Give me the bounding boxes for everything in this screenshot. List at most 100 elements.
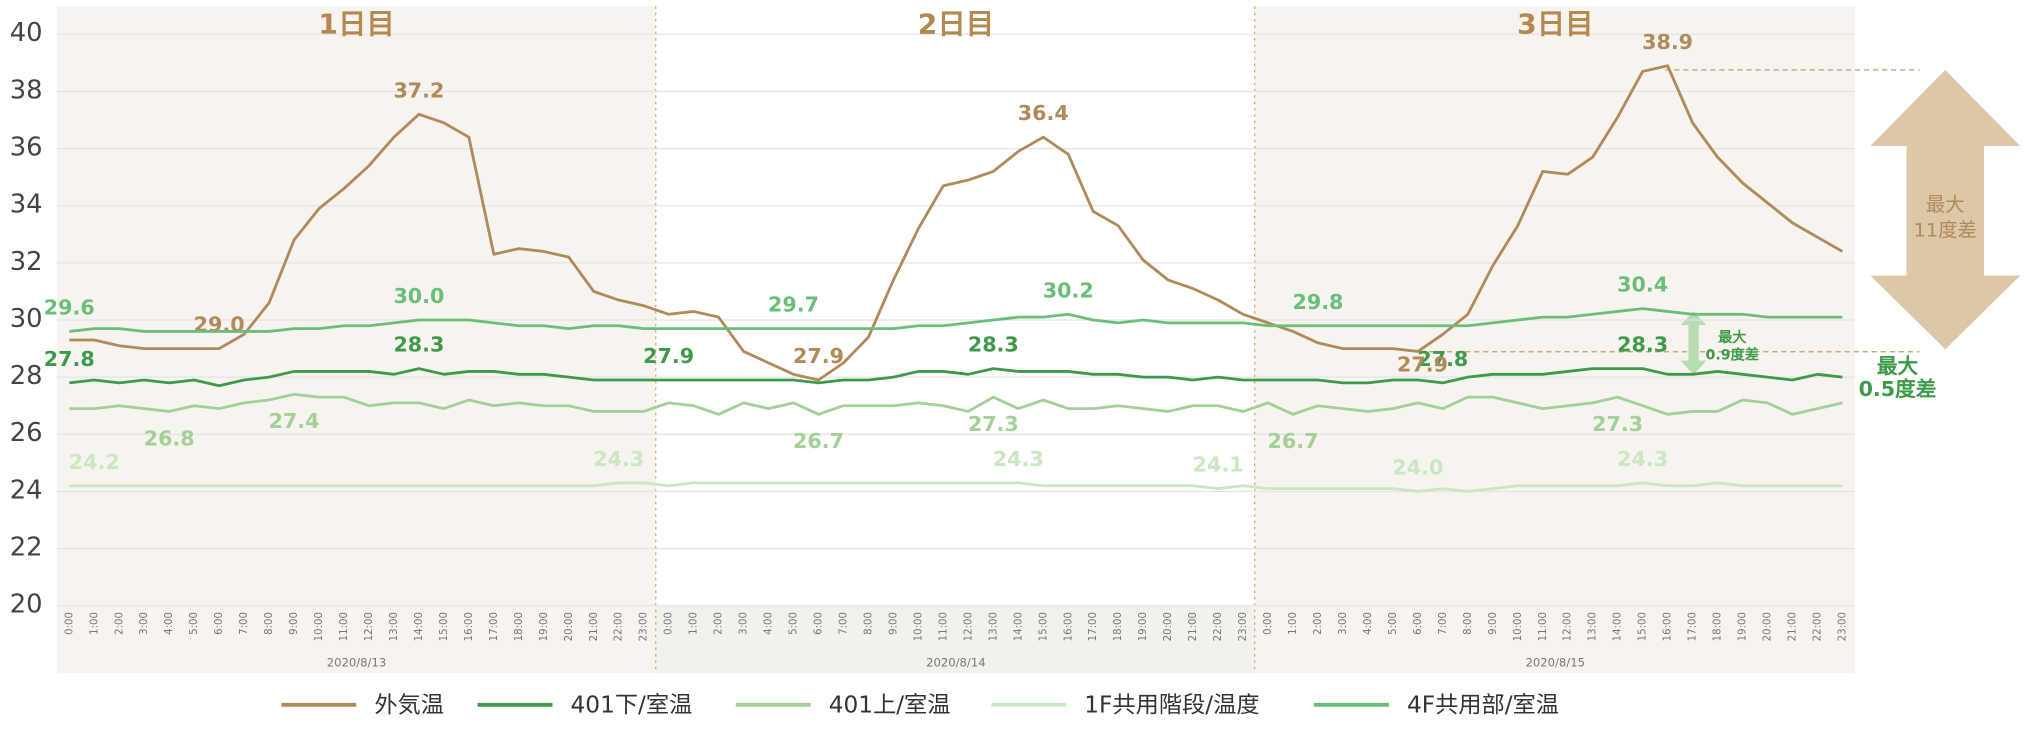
series-line: [69, 392, 1843, 416]
value-label: 27.4: [269, 409, 320, 433]
value-label: 27.9: [793, 344, 844, 368]
x-tick-label: 5:00: [787, 612, 799, 635]
x-tick-label: 12:00: [363, 612, 375, 641]
x-tick-label: 6:00: [812, 612, 824, 635]
difference-arrow: [1870, 69, 2021, 350]
x-tick-label: 19:00: [1736, 612, 1748, 641]
x-tick-label: 9:00: [288, 612, 300, 635]
y-tick-label: 36: [10, 133, 43, 163]
x-tick-label: 19:00: [1137, 612, 1149, 641]
value-label: 26.7: [793, 429, 844, 453]
x-tick-label: 4:00: [762, 612, 774, 635]
x-tick-label: 18:00: [1711, 612, 1723, 641]
x-tick-label: 1:00: [88, 612, 100, 635]
x-tick-label: 22:00: [1212, 612, 1224, 641]
x-tick-label: 10:00: [1512, 612, 1524, 641]
x-tick-label: 13:00: [987, 612, 999, 641]
x-tick-label: 23:00: [1836, 612, 1848, 641]
x-tick-label: 19:00: [538, 612, 550, 641]
x-tick-label: 6:00: [213, 612, 225, 635]
x-tick-label: 1:00: [1287, 612, 1299, 635]
value-label: 26.7: [1268, 429, 1319, 453]
x-tick-label: 22:00: [1811, 612, 1823, 641]
x-tick-label: 9:00: [1487, 612, 1499, 635]
value-label: 27.3: [1592, 412, 1643, 436]
x-tick-label: 5:00: [1387, 612, 1399, 635]
legend-label: 外気温: [374, 693, 444, 719]
x-tick-label: 3:00: [138, 612, 150, 635]
legend-label: 1F共用階段/温度: [1084, 693, 1259, 719]
x-tick-label: 15:00: [1037, 612, 1049, 641]
date-label: 2020/8/15: [1525, 655, 1585, 669]
value-label: 29.0: [194, 313, 245, 337]
value-label: 30.2: [1043, 279, 1094, 303]
x-tick-label: 0:00: [663, 612, 675, 635]
date-label: 2020/8/14: [926, 655, 986, 669]
annotation: 27.9: [1397, 353, 1448, 377]
series-line: [69, 481, 1843, 493]
x-tick-label: 2:00: [713, 612, 725, 635]
difference-arrow: [1680, 311, 1707, 375]
date-label: 2020/8/13: [327, 655, 387, 669]
x-tick-label: 0:00: [1262, 612, 1274, 635]
legend-label: 401下/室温: [571, 693, 693, 719]
x-tick-label: 23:00: [1237, 612, 1249, 641]
x-tick-label: 3:00: [1337, 612, 1349, 635]
value-label: 24.0: [1392, 456, 1443, 480]
x-tick-label: 17:00: [488, 612, 500, 641]
value-label: 29.6: [44, 296, 95, 320]
day-title: 2日目: [918, 8, 995, 41]
x-tick-label: 0:00: [63, 612, 75, 635]
annotation: 0.5度差: [1859, 377, 1937, 401]
x-tick-label: 18:00: [1112, 612, 1124, 641]
x-tick-label: 12:00: [962, 612, 974, 641]
value-label: 28.3: [968, 333, 1019, 357]
x-tick-label: 16:00: [1062, 612, 1074, 641]
value-label: 38.9: [1642, 30, 1693, 54]
value-label: 37.2: [393, 79, 444, 103]
x-tick-label: 8:00: [1462, 612, 1474, 635]
annotation: 0.9度差: [1706, 347, 1760, 364]
series-line: [69, 367, 1843, 388]
x-tick-label: 3:00: [738, 612, 750, 635]
x-tick-label: 8:00: [263, 612, 275, 635]
x-tick-label: 21:00: [1786, 612, 1798, 641]
x-tick-label: 15:00: [1637, 612, 1649, 641]
value-label: 27.9: [643, 344, 694, 368]
y-tick-label: 32: [10, 247, 43, 277]
value-label: 30.0: [393, 284, 444, 308]
x-tick-label: 22:00: [613, 612, 625, 641]
x-tick-label: 13:00: [388, 612, 400, 641]
x-tick-label: 13:00: [1587, 612, 1599, 641]
day-title: 1日目: [318, 8, 395, 41]
x-tick-label: 17:00: [1087, 612, 1099, 641]
day-band: [1254, 6, 1855, 674]
x-tick-label: 17:00: [1687, 612, 1699, 641]
x-tick-label: 11:00: [1537, 612, 1549, 641]
y-tick-label: 20: [10, 590, 43, 620]
x-tick-label: 8:00: [862, 612, 874, 635]
x-tick-label: 7:00: [238, 612, 250, 635]
series-line: [69, 64, 1844, 382]
value-label: 24.3: [1617, 447, 1668, 471]
annotation: 最大: [1877, 354, 1919, 378]
x-tick-label: 7:00: [837, 612, 849, 635]
x-tick-label: 11:00: [937, 612, 949, 641]
y-tick-label: 38: [10, 76, 43, 106]
annotation: 11度差: [1914, 219, 1977, 242]
x-tick-label: 15:00: [438, 612, 450, 641]
x-tick-label: 10:00: [912, 612, 924, 641]
x-tick-label: 18:00: [513, 612, 525, 641]
x-tick-label: 7:00: [1437, 612, 1449, 635]
x-tick-label: 6:00: [1412, 612, 1424, 635]
day-title: 3日目: [1517, 8, 1594, 41]
value-label: 27.8: [44, 347, 95, 371]
value-label: 29.8: [1293, 290, 1344, 314]
x-tick-label: 21:00: [588, 612, 600, 641]
value-label: 30.4: [1617, 273, 1668, 297]
value-label: 24.2: [69, 450, 120, 474]
series-line: [69, 307, 1843, 333]
y-tick-label: 40: [10, 18, 43, 48]
x-tick-label: 20:00: [1761, 612, 1773, 641]
value-label: 26.8: [144, 426, 195, 450]
